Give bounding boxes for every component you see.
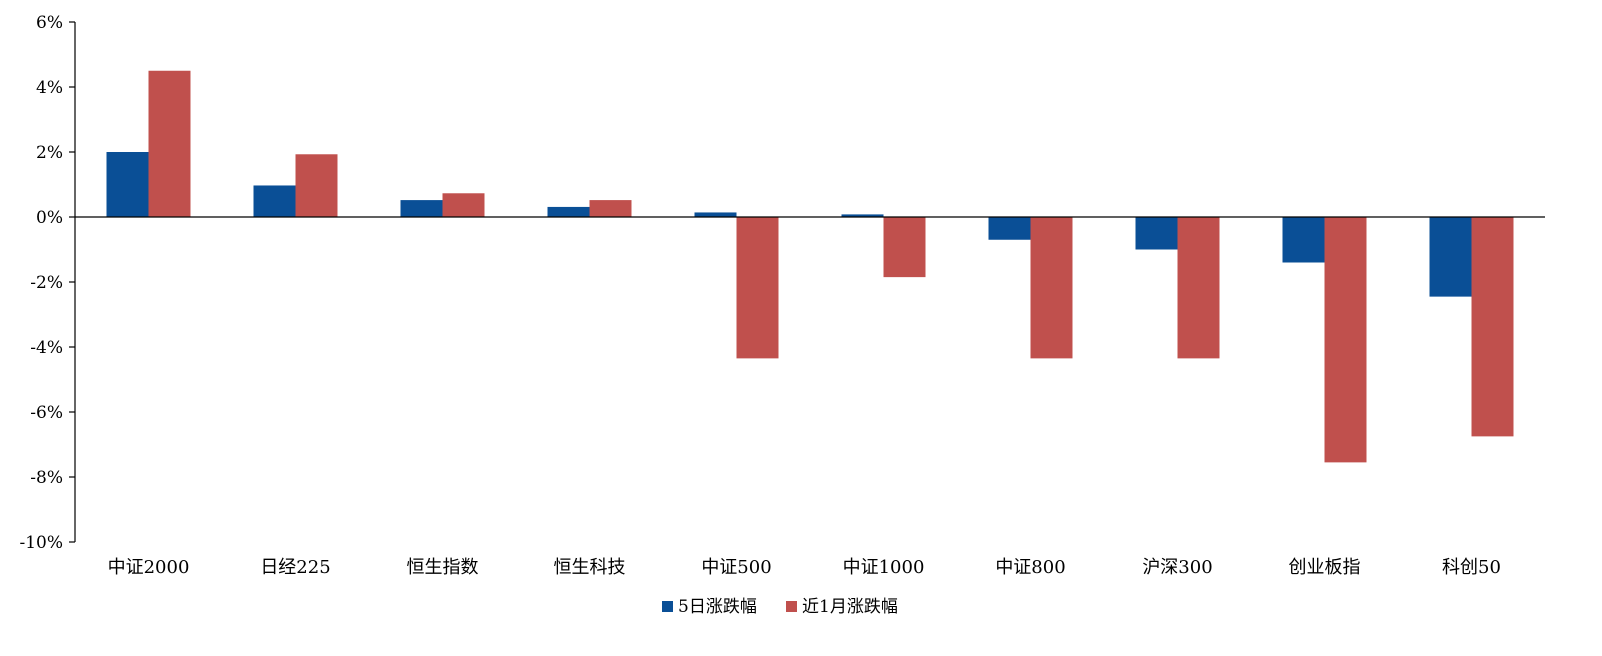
y-tick-label: -2% <box>30 273 63 293</box>
bar-one-month-2 <box>442 193 485 217</box>
x-category-label: 科创50 <box>1442 557 1501 578</box>
bar-five-day-9 <box>1429 217 1472 297</box>
y-tick-label: 4% <box>36 78 63 98</box>
bar-five-day-0 <box>106 152 149 217</box>
bar-five-day-7 <box>1135 217 1178 250</box>
y-tick-label: -10% <box>19 533 63 553</box>
legend-swatch-0 <box>662 601 673 612</box>
y-axis: 6% 4% 2% 0% -2% -4% -6% -8% -10% <box>19 13 76 553</box>
legend-label-1: 近1月涨跌幅 <box>802 597 898 617</box>
x-category-label: 创业板指 <box>1289 557 1361 578</box>
bar-one-month-6 <box>1030 217 1073 359</box>
y-tick-label: 2% <box>36 143 63 163</box>
bar-one-month-9 <box>1471 217 1514 437</box>
bar-five-day-5 <box>841 214 884 217</box>
bar-one-month-5 <box>883 217 926 278</box>
y-tick-label: -8% <box>30 468 63 488</box>
bar-five-day-3 <box>547 206 590 217</box>
x-category-label: 恒生科技 <box>554 557 626 578</box>
x-axis: 中证2000 日经225 恒生指数 恒生科技 中证500 中证1000 中证800 沪深300… <box>75 216 1545 578</box>
x-category-label: 日经225 <box>260 557 330 578</box>
x-category-label: 恒生指数 <box>407 557 479 578</box>
bar-one-month-1 <box>295 154 338 217</box>
x-category-label: 沪深300 <box>1142 557 1212 578</box>
x-category-label: 中证2000 <box>108 557 190 578</box>
y-tick-label: 6% <box>36 13 63 33</box>
bar-one-month-0 <box>148 70 191 217</box>
y-tick-label: -6% <box>30 403 63 423</box>
y-tick-label: 0% <box>36 208 63 228</box>
bar-five-day-6 <box>988 217 1031 240</box>
legend: 5日涨跌幅 近1月涨跌幅 <box>662 597 898 617</box>
bar-five-day-1 <box>253 185 296 217</box>
bar-one-month-7 <box>1177 217 1220 359</box>
legend-label-0: 5日涨跌幅 <box>678 597 757 617</box>
bar-five-day-8 <box>1282 217 1325 263</box>
bar-one-month-8 <box>1324 217 1367 463</box>
x-category-label: 中证500 <box>701 557 771 578</box>
bars <box>106 70 1514 463</box>
y-tick-label: -4% <box>30 338 63 358</box>
legend-swatch-1 <box>786 601 797 612</box>
bar-one-month-4 <box>736 217 779 359</box>
bar-one-month-3 <box>589 200 632 217</box>
bar-five-day-2 <box>400 200 443 217</box>
x-category-label: 中证800 <box>995 557 1065 578</box>
x-category-label: 中证1000 <box>843 557 925 578</box>
bar-five-day-4 <box>694 212 737 217</box>
